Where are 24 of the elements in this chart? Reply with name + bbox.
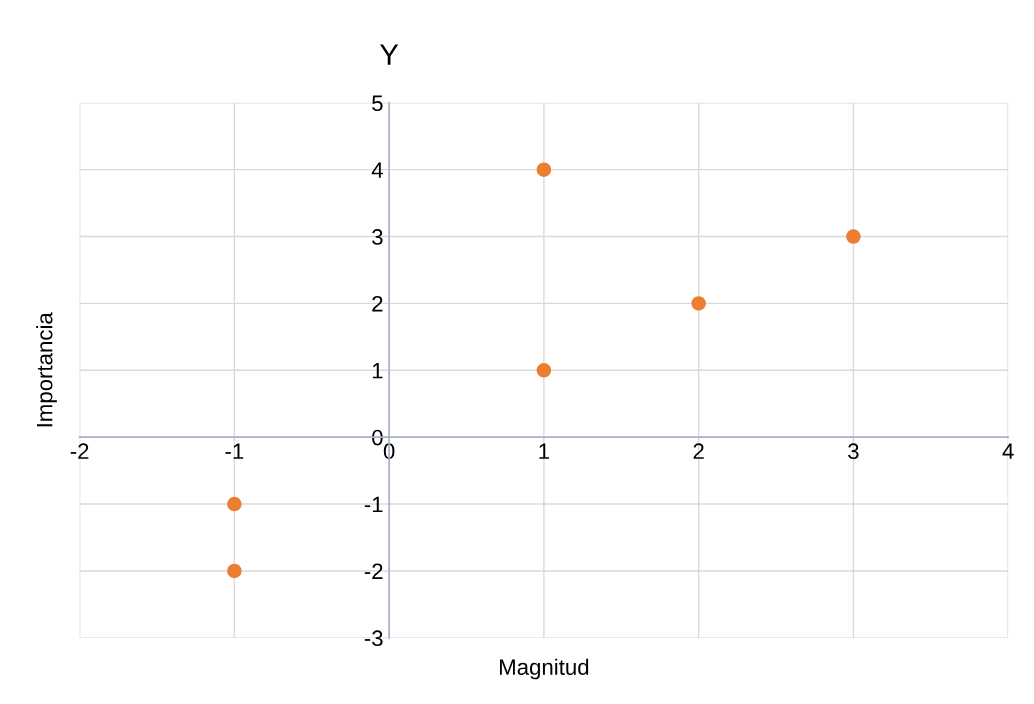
x-tick-label: 3 — [848, 443, 859, 460]
y-axis-title: Importancia — [36, 312, 57, 427]
point — [691, 296, 706, 311]
x-axis-title: Magnitud — [500, 658, 589, 680]
point — [536, 162, 552, 177]
y-tick-label: 2 — [372, 295, 383, 312]
x-tick-label: 4 — [1002, 443, 1014, 459]
x-tick-label: 1 — [539, 443, 549, 459]
point — [846, 229, 861, 244]
chart-title: Y — [380, 44, 399, 65]
y-tick-label: 5 — [372, 95, 383, 112]
y-tick-label: -2 — [364, 563, 383, 579]
point — [227, 496, 242, 512]
point — [536, 363, 552, 378]
y-tick-label: -3 — [364, 630, 383, 647]
x-tick-label: 2 — [693, 443, 704, 459]
y-tick-label: 4 — [371, 162, 383, 178]
y-tick-label: 1 — [372, 363, 383, 379]
point — [227, 563, 242, 579]
x-tick-label: -2 — [70, 443, 89, 459]
x-tick-label: -1 — [225, 443, 244, 459]
y-tick-label: -1 — [364, 496, 383, 513]
y-tick-label: 3 — [372, 229, 383, 245]
x-tick-label: 0 — [383, 443, 395, 460]
